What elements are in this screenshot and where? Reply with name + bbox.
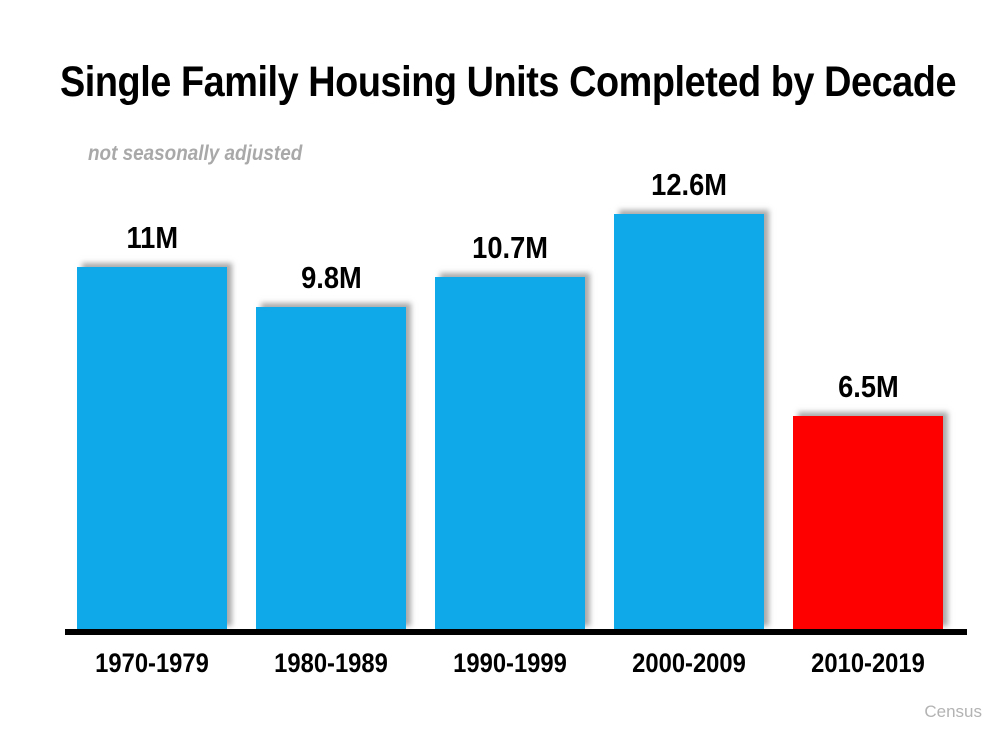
bar-value-label: 6.5M xyxy=(837,368,899,404)
x-axis-labels: 1970-1979 1980-1989 1990-1999 2000-2009 … xyxy=(77,648,945,679)
x-tick-label: 1970-1979 xyxy=(95,648,209,678)
chart-title: Single Family Housing Units Completed by… xyxy=(60,58,957,106)
x-tick-label: 1980-1989 xyxy=(274,648,388,678)
bar-value-label: 9.8M xyxy=(300,259,362,295)
source-attribution: Census xyxy=(924,702,982,721)
bar-1970-1979 xyxy=(77,267,227,630)
bar-value-label: 12.6M xyxy=(651,167,727,203)
bar-group-2000-2009: 12.6M xyxy=(614,167,764,630)
bar-2010-2019 xyxy=(793,415,943,630)
bar-1990-1999 xyxy=(435,276,585,630)
bar-group-1970-1979: 11M xyxy=(77,220,227,630)
bar-1980-1989 xyxy=(256,306,406,630)
bar-value-label: 11M xyxy=(126,220,178,255)
x-tick-label: 2000-2009 xyxy=(632,648,746,678)
bar-group-1980-1989: 9.8M xyxy=(256,260,406,630)
chart-subtitle: not seasonally adjusted xyxy=(88,142,303,165)
x-axis-line xyxy=(65,629,967,635)
x-tick-label: 1990-1999 xyxy=(453,648,567,678)
bar-group-2010-2019: 6.5M xyxy=(793,368,943,630)
x-tick-label: 2010-2019 xyxy=(811,648,925,678)
bar-group-1990-1999: 10.7M xyxy=(435,230,585,630)
bar-value-label: 10.7M xyxy=(472,229,548,265)
plot-area: 11M 9.8M 10.7M 12.6M 6.5M xyxy=(77,0,945,630)
bar-2000-2009 xyxy=(614,214,764,630)
